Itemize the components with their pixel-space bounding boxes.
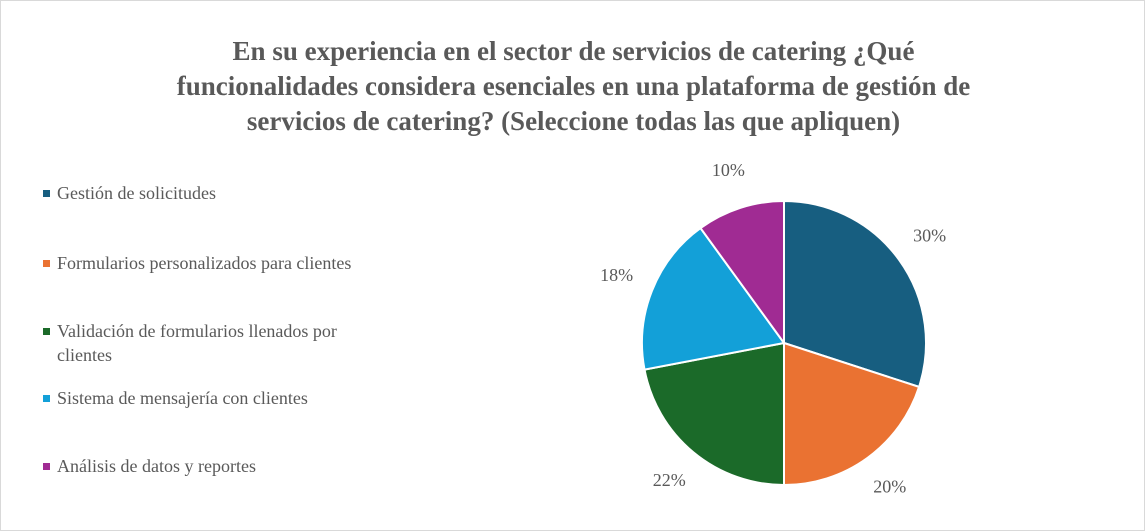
legend-item: Análisis de datos y reportes — [43, 454, 387, 478]
legend-swatch — [43, 190, 50, 197]
pie-slice — [641, 226, 786, 371]
legend-swatch — [43, 260, 50, 267]
pie-slice — [699, 199, 785, 347]
legend-label: Sistema de mensajería con clientes — [57, 388, 308, 408]
chart-title: En su experiencia en el sector de servic… — [176, 36, 971, 136]
legend-label: Formularios personalizados para clientes — [57, 253, 352, 273]
legend-label: Análisis de datos y reportes — [57, 456, 256, 476]
legend-item: Sistema de mensajería con clientes — [43, 386, 387, 410]
legend-swatch — [43, 395, 50, 402]
data-label: 18% — [600, 265, 633, 285]
data-label: 22% — [653, 470, 686, 490]
legend-label: Gestión de solicitudes — [57, 183, 216, 203]
data-label: 10% — [712, 160, 745, 180]
legend-label: Validación de formularios llenados por c… — [57, 321, 337, 365]
pie-slice — [783, 341, 921, 487]
legend-item: Validación de formularios llenados por c… — [43, 319, 387, 367]
data-label: 20% — [873, 477, 906, 497]
legend-swatch — [43, 328, 50, 335]
pie-slice — [783, 199, 927, 389]
legend-item: Formularios personalizados para clientes — [43, 251, 387, 275]
pie-slice — [643, 341, 785, 487]
legend-item: Gestión de solicitudes — [43, 181, 387, 205]
legend-swatch — [43, 463, 50, 470]
data-label: 30% — [913, 225, 946, 245]
